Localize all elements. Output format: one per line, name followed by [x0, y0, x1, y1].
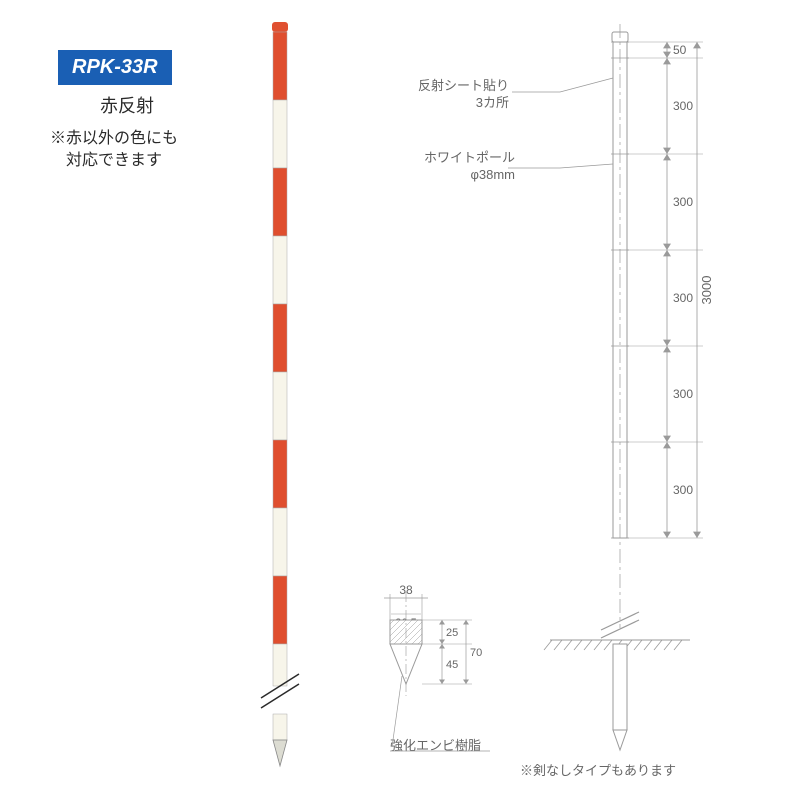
svg-text:300: 300 [673, 387, 693, 401]
svg-text:300: 300 [673, 483, 693, 497]
svg-text:3000: 3000 [699, 276, 714, 305]
diagram-svg: 5030030030030030030003836.5254570 [0, 0, 800, 800]
svg-text:25: 25 [446, 627, 458, 639]
svg-text:300: 300 [673, 99, 693, 113]
svg-text:300: 300 [673, 291, 693, 305]
svg-text:70: 70 [470, 647, 482, 659]
svg-text:50: 50 [673, 43, 687, 57]
svg-text:300: 300 [673, 195, 693, 209]
svg-text:45: 45 [446, 659, 458, 671]
